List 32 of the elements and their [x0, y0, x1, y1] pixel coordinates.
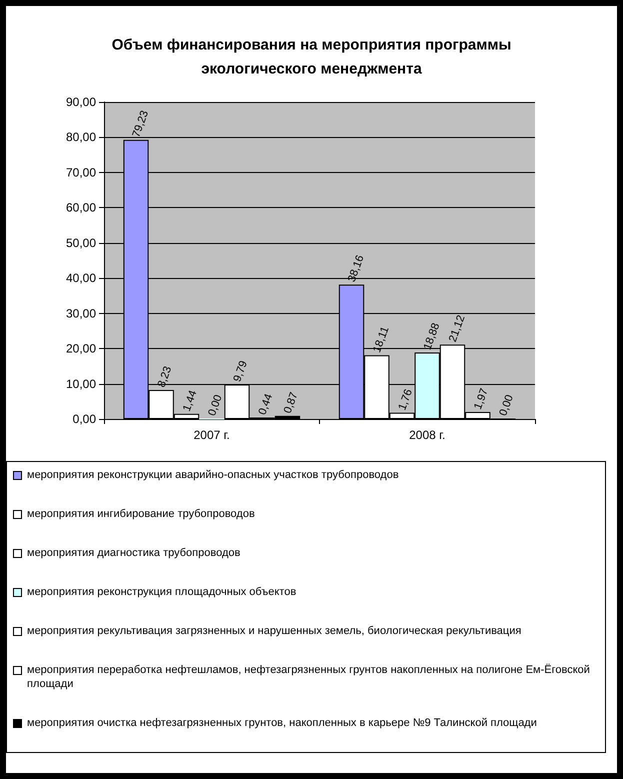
data-label: 0,00 — [497, 393, 516, 418]
data-label: 1,76 — [396, 388, 415, 412]
data-label: 18,88 — [422, 322, 442, 352]
data-label: 9,79 — [231, 359, 250, 384]
y-tick-label: 80,00 — [66, 130, 96, 144]
y-tick-label: 90,00 — [66, 95, 96, 109]
legend-label: мероприятия ингибирование трубопроводов — [27, 507, 255, 521]
y-tick-label: 20,00 — [66, 342, 96, 356]
y-tick-label: 60,00 — [66, 200, 96, 215]
x-tick-label: 2008 г. — [409, 428, 446, 442]
y-tick-label: 70,00 — [66, 165, 96, 180]
y-tick-label: 40,00 — [66, 271, 96, 286]
legend-label: мероприятия переработка нефтешламов, нефтезагрязненных грунтов накопленных на полигоне Ем-Ёговской площади — [27, 663, 591, 691]
legend-label: мероприятия реконструкция площадочных объектов — [27, 585, 296, 599]
legend-label: мероприятия реконструкции аварийно-опасных участков трубопроводов — [27, 468, 399, 482]
legend-label: мероприятия рекультивация загрязненных и нарушенных земель, биологическая рекультивация — [27, 624, 522, 638]
data-label: 0,00 — [206, 393, 225, 418]
y-tick-label: 50,00 — [66, 236, 96, 250]
legend-label: мероприятия очистка нефтезагрязненных грунтов, накопленных в карьере №9 Талинской площади — [27, 716, 537, 730]
chart-title: Объем финансирования на мероприятия программы экологического менеджмента — [112, 36, 512, 78]
data-label: 1,44 — [180, 388, 200, 413]
data-label: 0,87 — [282, 390, 300, 415]
legend-label: мероприятия диагностика трубопроводов — [27, 546, 240, 560]
x-tick-label: 2007 г. — [194, 428, 230, 442]
data-label: 38,16 — [346, 254, 367, 284]
y-tick-label: 30,00 — [66, 306, 96, 320]
data-label: 21,12 — [446, 314, 468, 344]
y-tick-label: 0,00 — [72, 412, 96, 426]
data-label: 1,97 — [472, 386, 491, 412]
data-label: 0,44 — [256, 392, 276, 416]
y-tick-label: 10,00 — [66, 376, 96, 391]
data-label: 79,23 — [130, 109, 152, 139]
